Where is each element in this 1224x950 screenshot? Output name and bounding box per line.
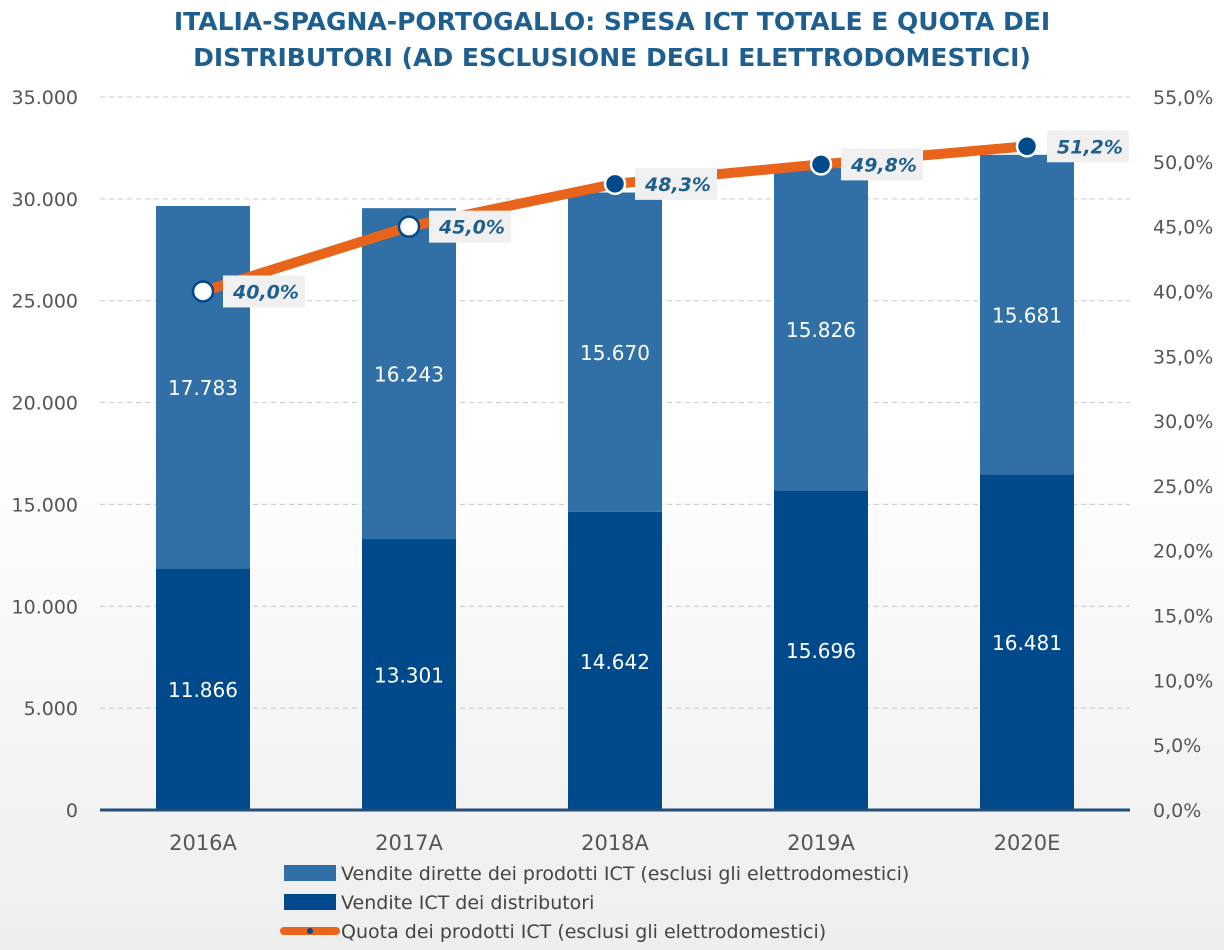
- left-axis: 0 5.000 10.000 15.000 20.000 25.000 30.000 35.0…: [12, 87, 78, 822]
- category-labels: 2016A 2017A 2018A 2019A 2020E: [169, 831, 1060, 855]
- category-label: 2018A: [581, 831, 649, 855]
- legend-label: Vendite ICT dei distributori: [341, 892, 594, 914]
- bar-distributori: [568, 511, 662, 810]
- right-tick-label: 50,0%: [1153, 152, 1213, 174]
- bar-value-label: 13.301: [374, 664, 444, 688]
- share-label-box: [841, 148, 923, 181]
- share-label-box: [635, 167, 717, 200]
- right-axis: 0,0% 5,0% 10,0% 15,0% 20,0% 25,0% 30,0% 35,0% 40…: [1153, 87, 1213, 822]
- category-label: 2017A: [375, 831, 443, 855]
- bar-vendite-dirette: [568, 192, 662, 512]
- bar-value-label: 15.696: [786, 639, 856, 663]
- bar-vendite-dirette: [980, 154, 1074, 475]
- chart-title-line: DISTRIBUTORI (AD ESCLUSIONE DEGLI ELETTR…: [193, 43, 1031, 72]
- right-tick-label: 30,0%: [1153, 411, 1213, 433]
- bar-distributori: [774, 490, 868, 810]
- share-label-box: [1047, 130, 1129, 163]
- legend: Vendite dirette dei prodotti ICT (esclus…: [280, 863, 909, 943]
- bars: 11.866 17.783 13.301 16.243 14.642 15.670 15.6…: [156, 154, 1074, 810]
- share-marker: [603, 172, 627, 196]
- bar-vendite-dirette: [156, 206, 250, 569]
- legend-label: Quota dei prodotti ICT (esclusi gli elet…: [341, 921, 826, 943]
- bar-value-label: 15.826: [786, 318, 856, 342]
- right-tick-label: 0,0%: [1153, 800, 1201, 822]
- chart-title: ITALIA-SPAGNA-PORTOGALLO: SPESA ICT TOTA…: [174, 7, 1050, 72]
- share-marker: [1015, 135, 1039, 158]
- bar-value-label: 16.243: [374, 363, 444, 387]
- right-tick-label: 45,0%: [1153, 217, 1213, 239]
- right-tick-label: 20,0%: [1153, 541, 1213, 563]
- bar-value-label: 15.670: [580, 341, 650, 365]
- category-label: 2019A: [787, 831, 855, 855]
- bar-value-label: 17.783: [168, 376, 238, 400]
- share-value-label: 40,0%: [232, 281, 299, 303]
- legend-swatch: [284, 894, 336, 910]
- bar-distributori: [980, 474, 1074, 810]
- left-tick-label: 25.000: [12, 291, 78, 313]
- right-tick-label: 55,0%: [1153, 87, 1213, 109]
- chart-title-line: ITALIA-SPAGNA-PORTOGALLO: SPESA ICT TOTA…: [174, 7, 1050, 36]
- category-label: 2020E: [994, 831, 1061, 855]
- share-value-label: 48,3%: [644, 174, 711, 196]
- bar-distributori: [156, 568, 250, 810]
- legend-label: Vendite dirette dei prodotti ICT (esclus…: [341, 863, 909, 885]
- legend-marker-swatch: [307, 928, 313, 934]
- right-tick-label: 40,0%: [1153, 281, 1213, 303]
- left-tick-label: 10.000: [12, 596, 78, 618]
- left-tick-label: 20.000: [12, 393, 78, 415]
- right-tick-label: 10,0%: [1153, 670, 1213, 692]
- category-label: 2016A: [169, 831, 237, 855]
- bar-vendite-dirette: [362, 208, 456, 540]
- share-marker: [191, 280, 215, 303]
- bar-value-label: 11.866: [168, 678, 238, 702]
- bar-value-label: 16.481: [992, 631, 1062, 655]
- right-tick-label: 25,0%: [1153, 476, 1213, 498]
- left-tick-label: 30.000: [12, 189, 78, 211]
- bar-vendite-dirette: [774, 167, 868, 491]
- left-tick-label: 5.000: [24, 698, 78, 720]
- share-value-label: 45,0%: [438, 217, 505, 239]
- share-marker: [397, 215, 421, 238]
- share-marker: [809, 153, 833, 176]
- right-tick-label: 15,0%: [1153, 606, 1213, 628]
- share-label-box: [429, 210, 511, 243]
- share-value-label: 51,2%: [1057, 136, 1123, 158]
- share-label-box: [223, 275, 305, 308]
- share-line: 40,0% 45,0% 48,3% 49,8% 51,2%: [191, 130, 1129, 308]
- share-value-label: 49,8%: [850, 154, 917, 176]
- left-tick-label: 0: [66, 800, 78, 822]
- right-tick-label: 5,0%: [1153, 735, 1201, 757]
- legend-swatch: [284, 865, 336, 881]
- bar-value-label: 14.642: [580, 650, 650, 674]
- left-tick-label: 35.000: [12, 87, 78, 109]
- right-tick-label: 35,0%: [1153, 346, 1213, 368]
- bar-value-label: 15.681: [992, 304, 1062, 328]
- left-tick-label: 15.000: [12, 494, 78, 516]
- bar-distributori: [362, 539, 456, 810]
